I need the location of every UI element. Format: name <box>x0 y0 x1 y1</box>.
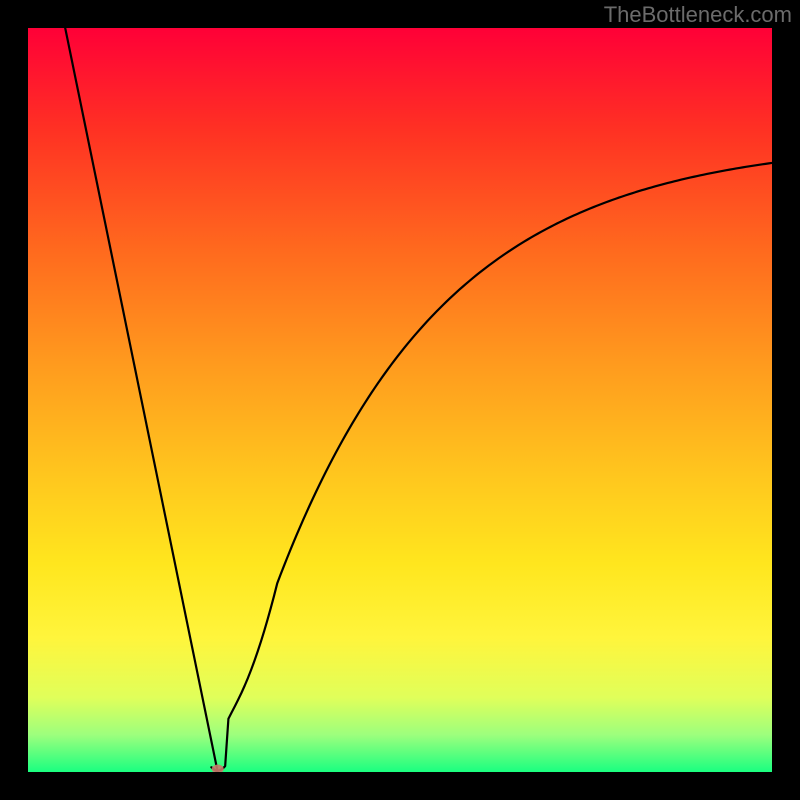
watermark-text: TheBottleneck.com <box>604 2 792 28</box>
plot-area <box>28 28 772 772</box>
chart-frame: TheBottleneck.com <box>0 0 800 800</box>
gradient-background <box>28 28 772 772</box>
chart-svg <box>28 28 772 772</box>
